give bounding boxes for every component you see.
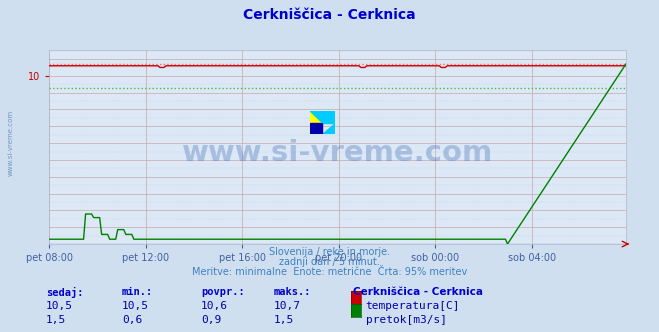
Text: 0,9: 0,9 xyxy=(201,315,221,325)
Bar xyxy=(310,111,322,123)
Text: 1,5: 1,5 xyxy=(46,315,67,325)
Text: 10,5: 10,5 xyxy=(122,301,149,311)
Text: zadnji dan / 5 minut.: zadnji dan / 5 minut. xyxy=(279,257,380,267)
Text: Meritve: minimalne  Enote: metrične  Črta: 95% meritev: Meritve: minimalne Enote: metrične Črta:… xyxy=(192,267,467,277)
Text: 1,5: 1,5 xyxy=(273,315,294,325)
Text: www.si-vreme.com: www.si-vreme.com xyxy=(182,139,494,167)
Text: sedaj:: sedaj: xyxy=(46,287,84,298)
Text: temperatura[C]: temperatura[C] xyxy=(366,301,460,311)
Text: www.si-vreme.com: www.si-vreme.com xyxy=(8,110,14,176)
Polygon shape xyxy=(322,111,335,123)
Text: pretok[m3/s]: pretok[m3/s] xyxy=(366,315,447,325)
Text: min.:: min.: xyxy=(122,287,153,297)
Polygon shape xyxy=(322,123,335,134)
Text: 10,7: 10,7 xyxy=(273,301,301,311)
Bar xyxy=(310,123,322,134)
Polygon shape xyxy=(310,111,335,123)
Text: Cerkniščica - Cerknica: Cerkniščica - Cerknica xyxy=(243,8,416,22)
Text: Slovenija / reke in morje.: Slovenija / reke in morje. xyxy=(269,247,390,257)
Text: 10,6: 10,6 xyxy=(201,301,228,311)
Text: Cerkniščica - Cerknica: Cerkniščica - Cerknica xyxy=(353,287,482,297)
Text: 10,5: 10,5 xyxy=(46,301,73,311)
Text: 0,6: 0,6 xyxy=(122,315,142,325)
Text: povpr.:: povpr.: xyxy=(201,287,244,297)
Text: maks.:: maks.: xyxy=(273,287,311,297)
